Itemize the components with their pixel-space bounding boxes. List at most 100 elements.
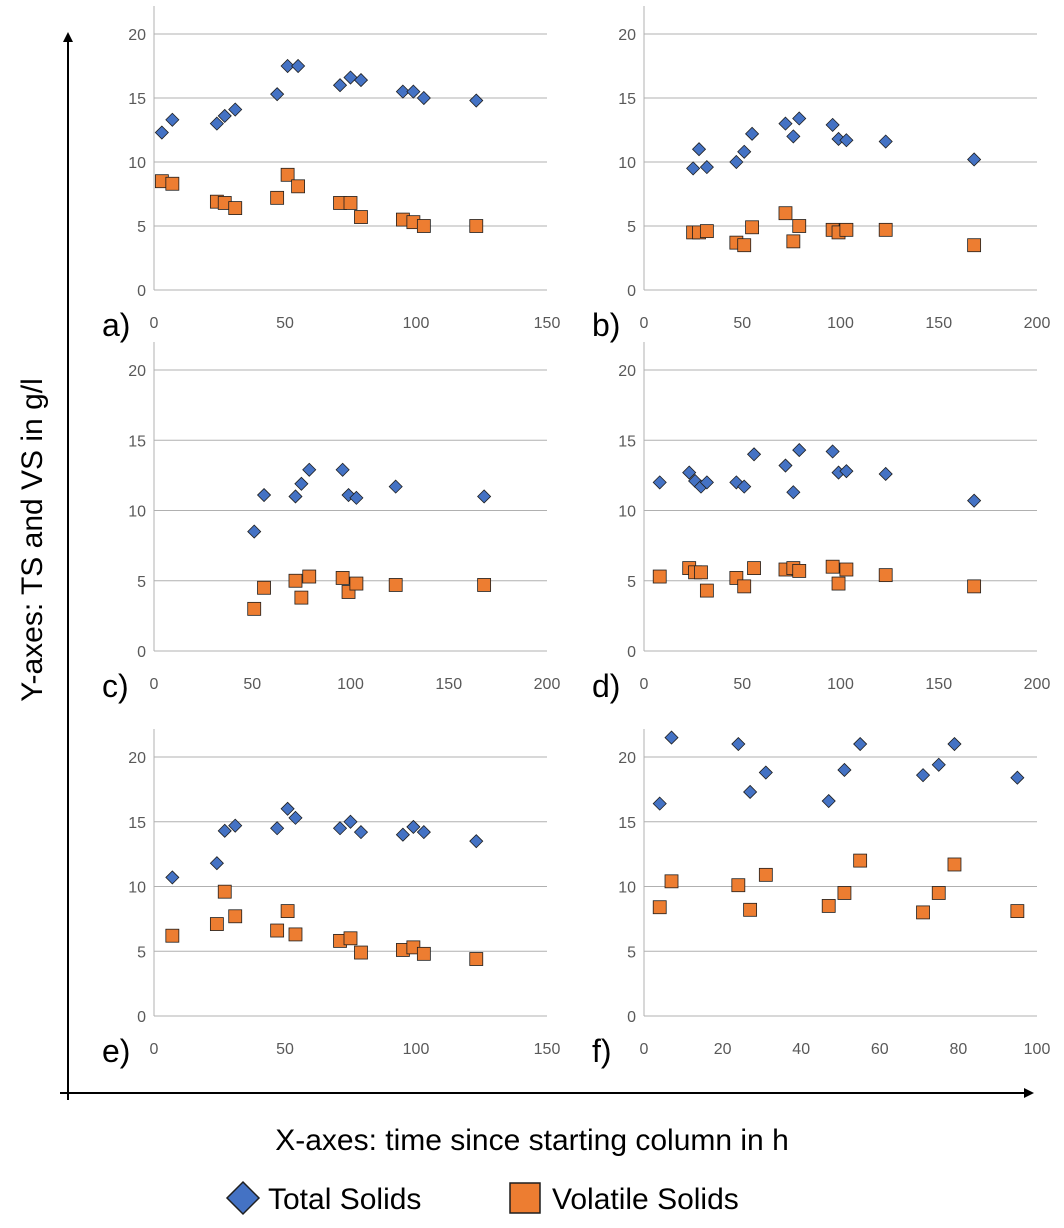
x-tick-label: 0 [640, 676, 649, 693]
ts-point [737, 144, 752, 159]
ts-point [778, 458, 793, 473]
x-tick-label: 100 [403, 315, 430, 332]
legend-marker-volatile-solids [509, 1182, 541, 1214]
y-tick-label: 15 [128, 433, 146, 450]
ts-point [915, 768, 931, 783]
series-volatile-solids [652, 559, 982, 598]
ts-point [699, 475, 714, 490]
vs-point [837, 886, 852, 900]
vs-point [469, 952, 484, 966]
y-tick-label: 10 [128, 880, 146, 897]
y-tick-label: 10 [618, 504, 636, 521]
panel-e: 0 5 10 15 20 0 50 100 150 e) [102, 729, 560, 1069]
ts-point [406, 84, 421, 99]
y-tick-label: 15 [128, 815, 146, 832]
ts-point [256, 487, 272, 503]
y-tick-label: 20 [618, 750, 636, 767]
vs-point [699, 224, 714, 239]
panel-a: 0 5 10 15 20 0 50 100 150 a) [102, 6, 560, 343]
x-tick-label: 100 [827, 315, 854, 332]
vs-point [878, 568, 893, 583]
vs-point [745, 220, 759, 235]
vs-point [743, 902, 758, 917]
x-tick-label: 0 [150, 315, 159, 332]
x-tick-label: 0 [150, 676, 159, 693]
vs-point [343, 931, 358, 946]
ts-point [652, 796, 667, 811]
ts-point [967, 493, 982, 508]
y-tick-label: 20 [128, 27, 146, 44]
y-tick-label: 20 [128, 363, 146, 380]
ts-point [825, 117, 840, 132]
vs-point [288, 927, 303, 942]
ts-point [746, 447, 762, 462]
x-tick-label: 200 [1024, 315, 1051, 332]
vs-point [165, 928, 180, 943]
y-tick-label: 5 [137, 219, 146, 236]
ts-point [743, 784, 758, 800]
ts-point [395, 827, 410, 842]
y-tick-label: 0 [137, 644, 146, 661]
ts-point [288, 489, 303, 504]
series-volatile-solids [154, 167, 484, 233]
vs-point [228, 201, 243, 215]
y-tick-label: 10 [128, 504, 146, 521]
ts-point [395, 84, 410, 99]
vs-point [699, 583, 714, 598]
x-tick-label: 0 [150, 1041, 159, 1058]
x-axis-label: X-axes: time since starting column in h [275, 1124, 789, 1157]
vs-point [931, 886, 946, 900]
y-axis-label: Y-axes: TS and VS in g/l [16, 378, 49, 702]
x-tick-label: 150 [435, 676, 462, 693]
vs-point [335, 571, 350, 585]
ts-point [664, 730, 679, 745]
panel-label: f) [592, 1033, 612, 1069]
ts-point [209, 856, 224, 871]
ts-point [477, 489, 492, 504]
vs-point [247, 601, 262, 616]
x-tick-label: 150 [534, 1041, 561, 1058]
ts-point [353, 73, 369, 88]
series-total-solids [165, 801, 484, 885]
y-tick-label: 0 [627, 644, 636, 661]
ts-point [878, 466, 893, 482]
x-tick-label: 200 [534, 676, 561, 693]
vs-point [737, 238, 752, 253]
y-tick-label: 20 [618, 27, 636, 44]
series-total-solids [652, 730, 1025, 811]
ts-point [729, 154, 744, 170]
ts-point [691, 142, 707, 157]
x-tick-label: 150 [925, 315, 952, 332]
y-tick-label: 5 [137, 944, 146, 961]
x-tick-label: 50 [276, 1041, 294, 1058]
ts-point [778, 116, 793, 131]
vs-point [288, 573, 303, 588]
vs-point [416, 219, 431, 233]
ts-point [686, 161, 701, 176]
vs-point [792, 219, 807, 233]
x-tick-label: 150 [925, 676, 952, 693]
vs-point [747, 561, 761, 576]
vs-point [664, 874, 679, 889]
vs-point [758, 867, 773, 882]
vs-point [821, 899, 836, 913]
vs-point [967, 579, 982, 594]
vs-point [217, 884, 232, 899]
ts-point [737, 479, 752, 494]
series-total-solids [247, 462, 492, 539]
vs-point [694, 565, 708, 580]
ts-point [699, 160, 714, 175]
y-tick-label: 0 [137, 1009, 146, 1026]
vs-point [831, 576, 846, 591]
ts-point [825, 444, 840, 459]
legend-label-volatile-solids: Volatile Solids [552, 1183, 739, 1216]
ts-point [332, 821, 348, 836]
ts-point [786, 485, 801, 500]
ts-point [343, 70, 358, 85]
ts-point [217, 108, 232, 123]
y-tick-label: 10 [618, 155, 636, 172]
ts-point [302, 462, 317, 477]
